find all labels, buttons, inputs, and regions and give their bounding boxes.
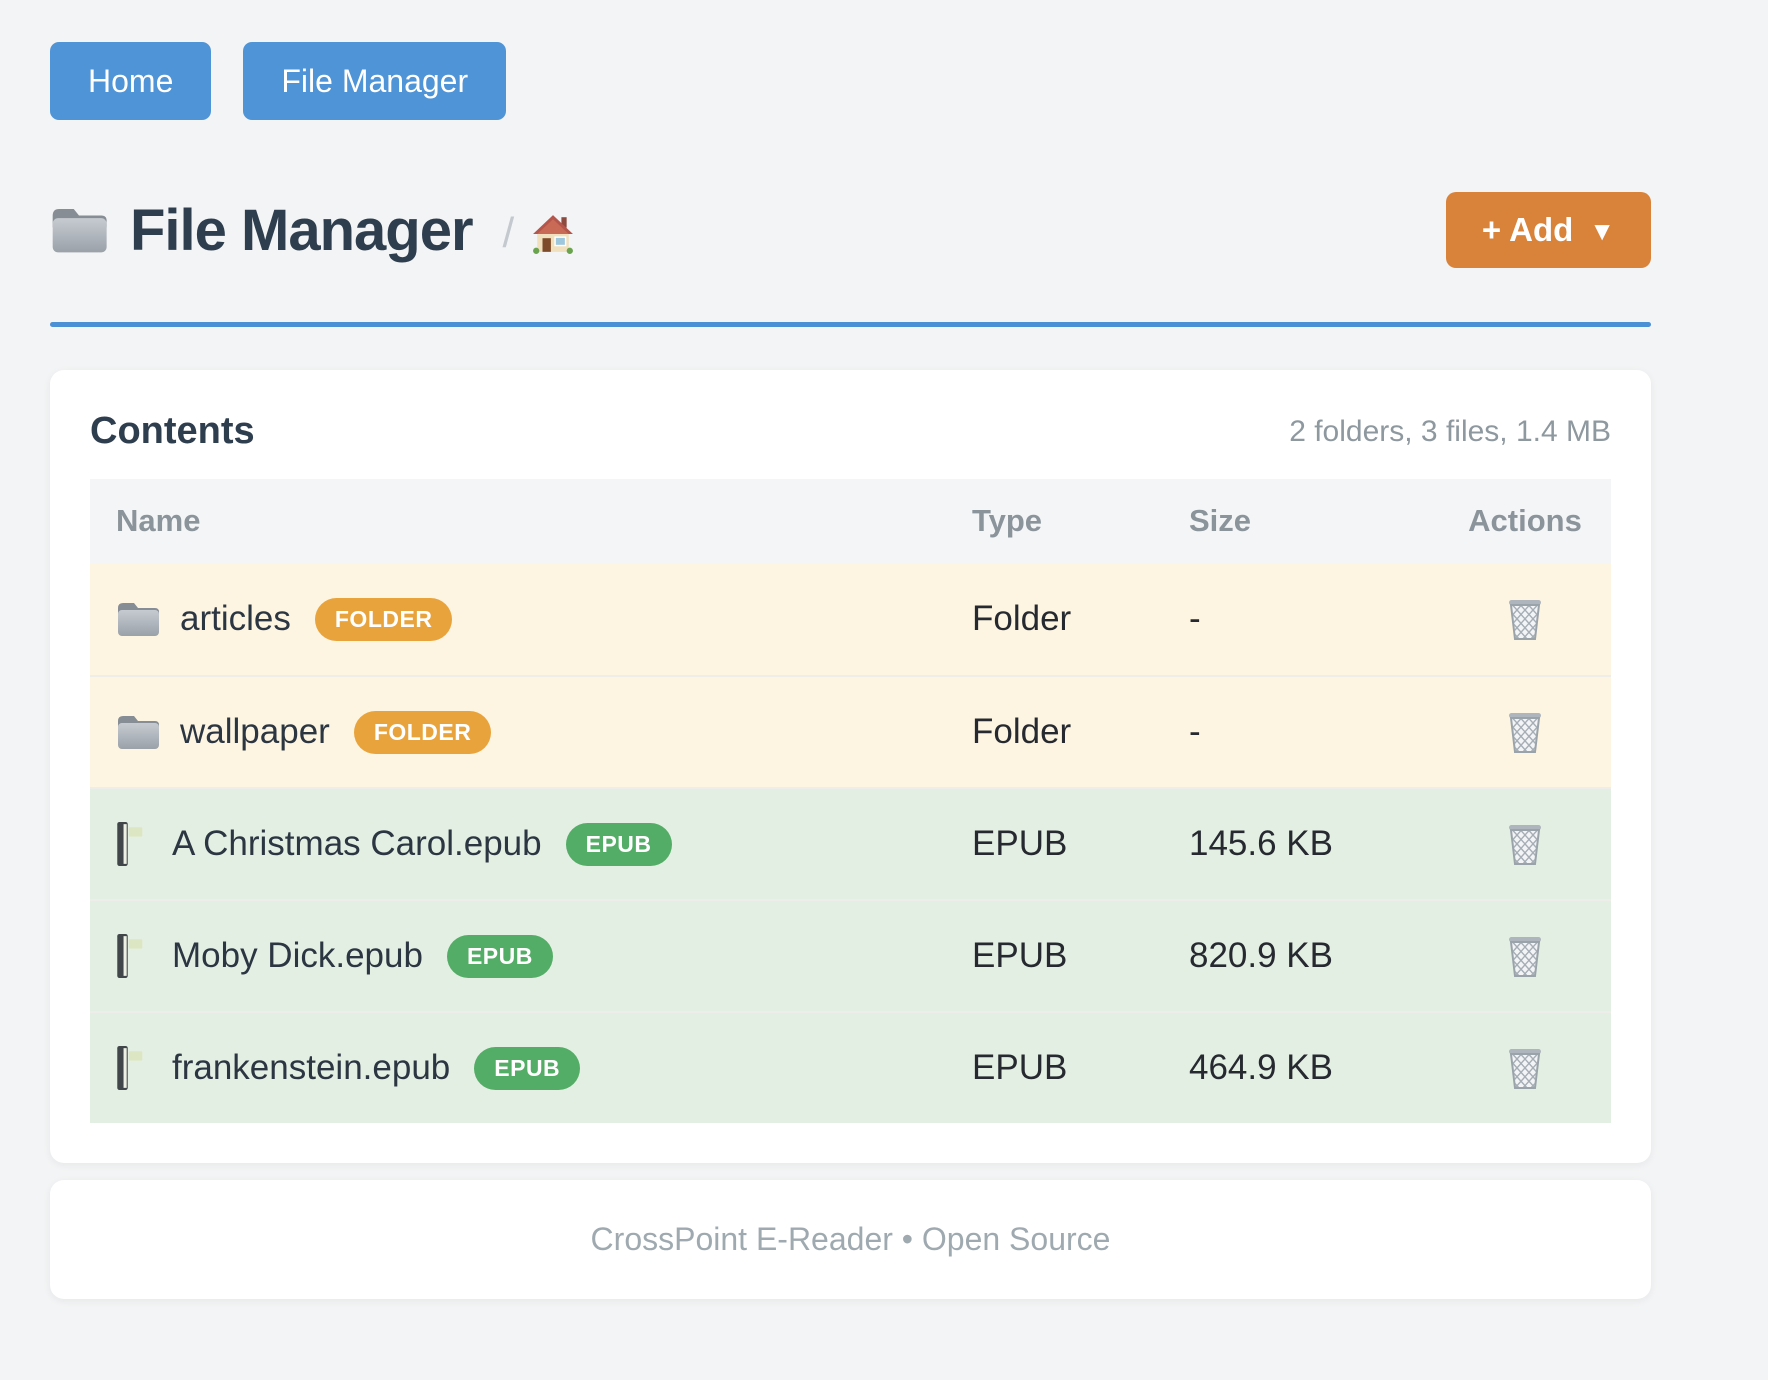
column-header-type: Type [972, 503, 1043, 538]
file-name[interactable]: frankenstein.epub [172, 1048, 451, 1087]
folder-icon [116, 600, 160, 638]
size-cell: - [1189, 712, 1201, 751]
type-cell: Folder [972, 712, 1072, 751]
table-row[interactable]: articles FOLDER Folder - [90, 563, 1611, 675]
nav-home-button[interactable]: Home [50, 42, 212, 120]
folder-icon [116, 713, 160, 751]
type-cell: EPUB [972, 1048, 1068, 1087]
header-rule [50, 322, 1651, 327]
table-row[interactable]: wallpaper FOLDER Folder - [90, 675, 1611, 787]
contents-heading: Contents [90, 410, 255, 452]
type-cell: EPUB [972, 936, 1068, 975]
type-cell: Folder [972, 599, 1072, 638]
size-cell: 464.9 KB [1189, 1048, 1333, 1087]
page-header: File Manager / + Add [50, 190, 1651, 270]
file-table: Name Type Size Actions [90, 479, 1611, 1123]
footer-text: CrossPoint E-Reader • Open Source [590, 1221, 1111, 1257]
file-name[interactable]: A Christmas Carol.epub [172, 824, 542, 863]
contents-card: Contents 2 folders, 3 files, 1.4 MB Name… [50, 370, 1651, 1163]
trash-icon[interactable] [1502, 1043, 1548, 1093]
table-row[interactable]: frankenstein.epub EPUB EPUB 464.9 KB [90, 1011, 1611, 1123]
file-name[interactable]: wallpaper [180, 712, 330, 751]
house-icon [532, 214, 574, 254]
column-header-size: Size [1189, 503, 1252, 538]
type-badge: EPUB [446, 934, 553, 978]
folder-icon [50, 205, 108, 255]
add-button[interactable]: + Add ▼ [1445, 192, 1651, 268]
trash-icon[interactable] [1502, 594, 1548, 644]
table-row[interactable]: A Christmas Carol.epub EPUB EPUB 145.6 K… [90, 787, 1611, 899]
book-icon [116, 1045, 152, 1091]
book-icon [116, 933, 152, 979]
table-row[interactable]: Moby Dick.epub EPUB EPUB 820.9 KB [90, 899, 1611, 1011]
contents-summary: 2 folders, 3 files, 1.4 MB [1289, 414, 1611, 448]
type-badge: FOLDER [314, 597, 453, 641]
size-cell: 820.9 KB [1189, 936, 1333, 975]
title-wrap: File Manager / [50, 197, 574, 264]
column-header-actions: Actions [1468, 503, 1582, 538]
page-title: File Manager [130, 197, 474, 263]
file-name[interactable]: articles [180, 599, 291, 638]
footer: CrossPoint E-Reader • Open Source [50, 1180, 1651, 1299]
type-badge: EPUB [474, 1046, 581, 1090]
top-nav: Home File Manager [50, 42, 1651, 120]
file-name[interactable]: Moby Dick.epub [172, 936, 423, 975]
add-button-label: + Add [1481, 211, 1574, 248]
trash-icon[interactable] [1502, 707, 1548, 757]
size-cell: 145.6 KB [1189, 824, 1333, 863]
type-badge: FOLDER [353, 710, 492, 754]
table-header-row: Name Type Size Actions [90, 479, 1611, 563]
trash-icon[interactable] [1502, 931, 1548, 981]
file-manager-page: Home File Manager File Manager / [50, 0, 1651, 1299]
chevron-down-icon: ▼ [1589, 215, 1615, 246]
breadcrumb-separator: / [502, 209, 515, 256]
book-icon [116, 821, 152, 867]
type-badge: EPUB [565, 822, 672, 866]
nav-file-manager-button[interactable]: File Manager [243, 42, 507, 120]
breadcrumb-home-link[interactable] [532, 214, 574, 254]
table-body: articles FOLDER Folder - [90, 563, 1611, 1123]
column-header-name: Name [116, 503, 201, 538]
card-head: Contents 2 folders, 3 files, 1.4 MB [90, 410, 1611, 453]
size-cell: - [1189, 599, 1201, 638]
type-cell: EPUB [972, 824, 1068, 863]
trash-icon[interactable] [1502, 819, 1548, 869]
